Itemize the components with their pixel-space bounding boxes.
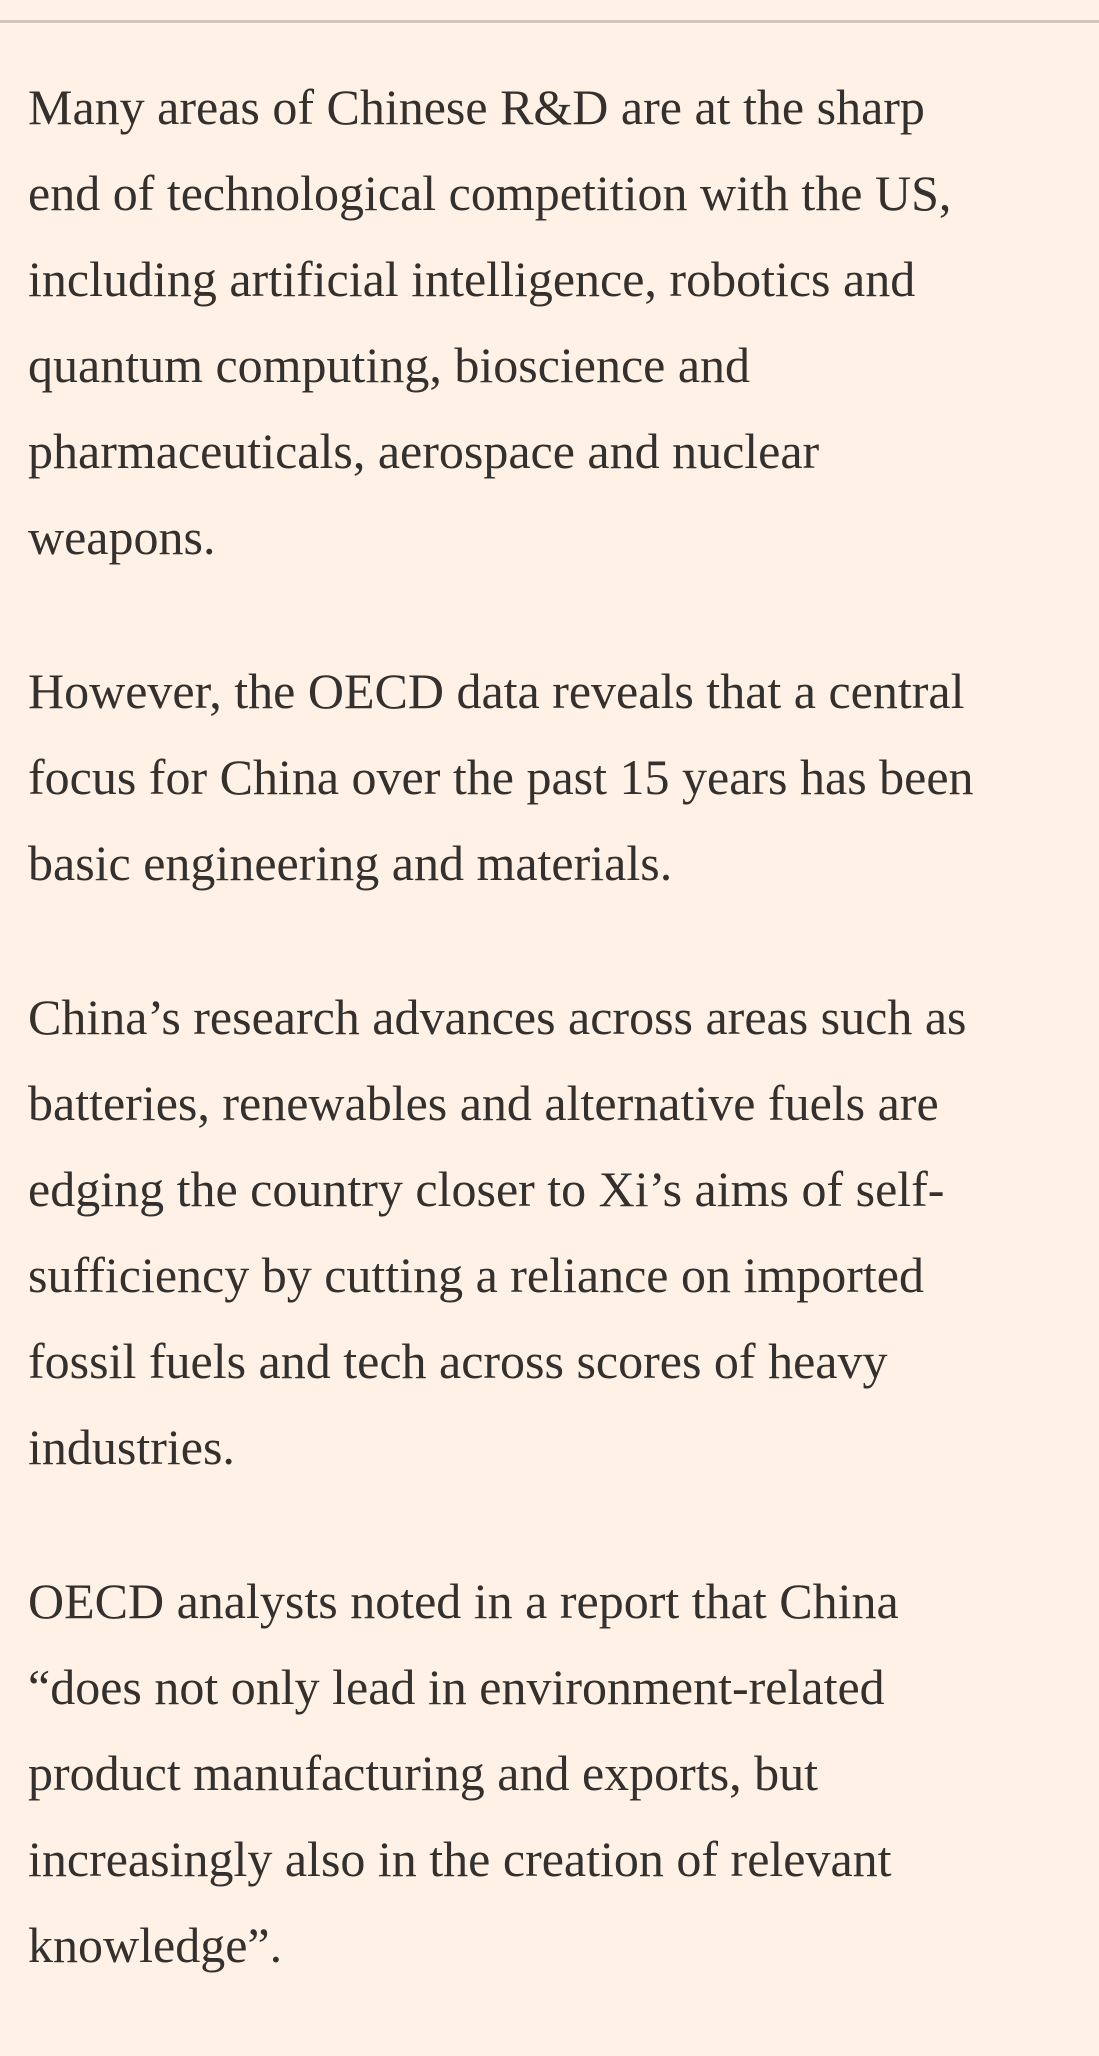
- paragraph-line: industries.: [28, 1419, 235, 1475]
- paragraph-line: “does not only lead in environment-relat…: [28, 1659, 885, 1715]
- paragraph-line: OECD analysts noted in a report that Chi…: [28, 1573, 899, 1629]
- paragraph-line: However, the OECD data reveals that a ce…: [28, 663, 965, 719]
- paragraph-4: OECD analysts noted in a report that Chi…: [28, 1558, 1099, 1988]
- paragraph-line: Many areas of Chinese R&D are at the sha…: [28, 79, 925, 135]
- paragraph-line: quantum computing, bioscience and: [28, 337, 751, 393]
- paragraph-line: focus for China over the past 15 years h…: [28, 749, 974, 805]
- paragraph-line: edging the country closer to Xi’s aims o…: [28, 1161, 945, 1217]
- paragraph-line: pharmaceuticals, aerospace and nuclear: [28, 423, 820, 479]
- paragraph-line: sufficiency by cutting a reliance on imp…: [28, 1247, 924, 1303]
- paragraph-3: China’s research advances across areas s…: [28, 974, 1099, 1490]
- paragraph-line: end of technological competition with th…: [28, 165, 952, 221]
- paragraph-line: including artificial intelligence, robot…: [28, 251, 916, 307]
- paragraph-line: knowledge”.: [28, 1917, 283, 1973]
- top-divider: [0, 20, 1099, 23]
- paragraph-line: batteries, renewables and alternative fu…: [28, 1075, 939, 1131]
- paragraph-line: weapons.: [28, 509, 216, 565]
- paragraph-line: China’s research advances across areas s…: [28, 989, 967, 1045]
- paragraph-2: However, the OECD data reveals that a ce…: [28, 648, 1099, 906]
- paragraph-line: increasingly also in the creation of rel…: [28, 1831, 892, 1887]
- article-body: Many areas of Chinese R&D are at the sha…: [28, 64, 1099, 2056]
- paragraph-1: Many areas of Chinese R&D are at the sha…: [28, 64, 1099, 580]
- paragraph-line: fossil fuels and tech across scores of h…: [28, 1333, 888, 1389]
- paragraph-line: basic engineering and materials.: [28, 835, 673, 891]
- paragraph-line: product manufacturing and exports, but: [28, 1745, 819, 1801]
